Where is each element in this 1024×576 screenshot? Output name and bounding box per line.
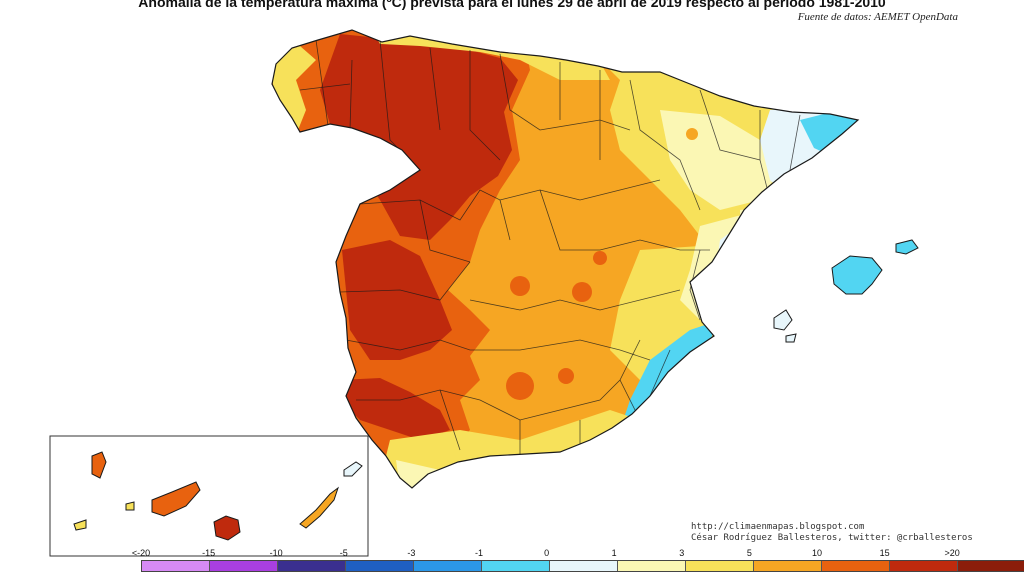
tenerife: [151, 481, 201, 517]
lanzarote: [343, 461, 363, 477]
canary-inset-frame: [49, 435, 369, 557]
legend-tick-label: 1: [611, 548, 617, 558]
legend-tick-label: 3: [679, 548, 685, 558]
data-source-note: Fuente de datos: AEMET OpenData: [797, 11, 958, 23]
legend-swatch: [753, 561, 821, 571]
zone-anom-3-catalonia-pale: [740, 205, 780, 240]
credit-blog: http://climaenmapas.blogspot.com: [691, 522, 865, 532]
la-gomera: [125, 501, 135, 511]
legend-tick-label: >20: [944, 548, 960, 558]
legend-tick-label: -5: [339, 548, 348, 558]
zone-anom-10-cuenca: [593, 251, 607, 265]
legend-swatch: [957, 561, 1024, 571]
legend-swatch: [617, 561, 685, 571]
ibiza: [773, 309, 793, 331]
zone-anom-10-toledo: [572, 282, 592, 302]
legend-swatch: [549, 561, 617, 571]
legend-tick-label: 10: [811, 548, 823, 558]
mallorca: [831, 255, 883, 295]
legend-swatch: [142, 561, 209, 571]
gran-canaria: [213, 515, 241, 541]
legend-swatch: [889, 561, 957, 571]
zone-anom-15-southwest: [340, 378, 450, 440]
map-title: Anomalía de la temperatura máxima (ºC) p…: [138, 0, 886, 10]
legend-swatch: [277, 561, 345, 571]
legend-tick-label: 5: [746, 548, 752, 558]
legend-tick-label: -3: [407, 548, 416, 558]
legend-tick-label: 15: [879, 548, 890, 558]
zone-anom-10-cordoba: [506, 372, 534, 400]
zone-anom-15-northwest: [320, 34, 518, 240]
legend-swatch: [209, 561, 277, 571]
zone-anom-10-jaen: [558, 368, 574, 384]
balearic-islands: [773, 239, 919, 343]
credit-author: César Rodríguez Ballesteros, twitter: @c…: [691, 533, 973, 543]
legend-tick-label: -10: [269, 548, 283, 558]
zone-anom-3-north: [372, 30, 610, 80]
legend-tick-label: -1: [474, 548, 484, 558]
zone-anom-10-madrid: [510, 276, 530, 296]
legend-swatch: [821, 561, 889, 571]
legend-swatch: [413, 561, 481, 571]
legend-swatch: [481, 561, 549, 571]
menorca: [895, 239, 919, 255]
peninsula-outline: [271, 29, 860, 489]
la-palma: [91, 451, 107, 479]
peninsula-anomaly-field: [272, 30, 858, 488]
formentera: [785, 333, 797, 343]
zone-anom-15-west: [342, 240, 452, 360]
legend-swatch: [685, 561, 753, 571]
zone-anom-5-zaragoza: [686, 128, 698, 140]
legend-tick-label: -15: [202, 548, 216, 558]
legend-swatch: [345, 561, 413, 571]
fuerteventura: [299, 486, 339, 529]
province-boundaries: [299, 39, 801, 454]
canary-islands: [73, 451, 363, 541]
legend-tick-label: 0: [544, 548, 550, 558]
legend-tick-label: <-20: [131, 548, 151, 558]
el-hierro: [73, 519, 87, 531]
legend-color-bar: [141, 560, 1024, 572]
